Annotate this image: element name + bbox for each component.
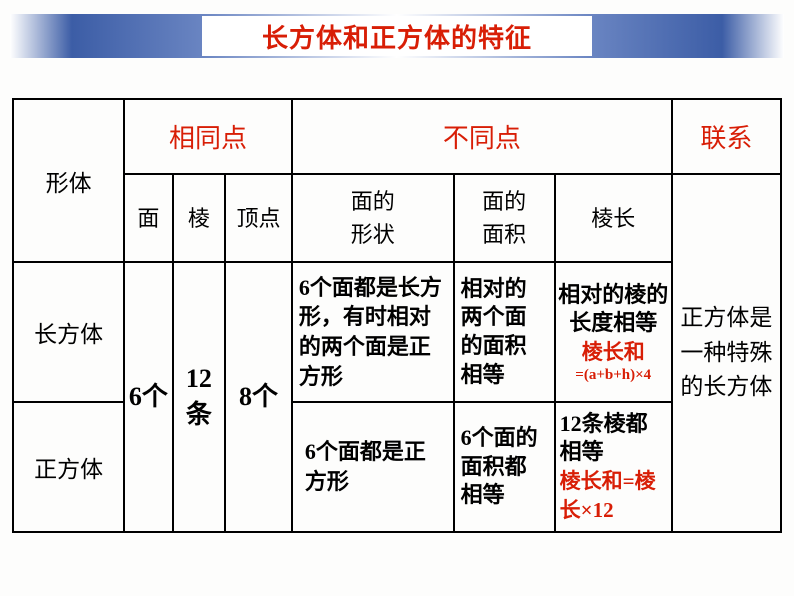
title-inner: 长方体和正方体的特征 — [202, 16, 592, 56]
hdr-face-shape-l1: 面的 — [351, 189, 395, 214]
hdr-edge-len: 棱长 — [555, 174, 672, 262]
cuboid-edge-len: 相对的棱的长度相等 棱长和 =(a+b+h)×4 — [555, 262, 672, 402]
cube-face-shape: 6个面都是正方形 — [292, 402, 454, 532]
hdr-shape: 形体 — [13, 99, 124, 262]
hdr-face-area-l2: 面积 — [482, 222, 526, 247]
comparison-table: 形体 相同点 不同点 联系 面 棱 顶点 面的 形状 面的 面积 棱长 正方体是… — [12, 98, 782, 533]
title-bar: 长方体和正方体的特征 — [10, 14, 784, 58]
cuboid-face-shape: 6个面都是长方形，有时相对的两个面是正方形 — [292, 262, 454, 402]
cube-edge-len-red: 棱长和=棱长×12 — [560, 469, 656, 522]
cuboid-label: 长方体 — [13, 262, 124, 402]
shared-edges: 12条 — [173, 262, 226, 532]
header-row-1: 形体 相同点 不同点 联系 — [13, 99, 781, 174]
hdr-face-area-l1: 面的 — [482, 189, 526, 214]
hdr-diff: 不同点 — [292, 99, 672, 174]
hdr-face-area: 面的 面积 — [454, 174, 555, 262]
hdr-face-shape: 面的 形状 — [292, 174, 454, 262]
hdr-same: 相同点 — [124, 99, 292, 174]
page-title: 长方体和正方体的特征 — [262, 18, 532, 55]
shared-faces: 6个 — [124, 262, 173, 532]
hdr-face: 面 — [124, 174, 173, 262]
header-row-2: 面 棱 顶点 面的 形状 面的 面积 棱长 正方体是一种特殊的长方体 — [13, 174, 781, 262]
cube-face-area: 6个面的面积都相等 — [454, 402, 555, 532]
shared-vertices: 8个 — [225, 262, 292, 532]
hdr-relation: 联系 — [672, 99, 781, 174]
hdr-vertex: 顶点 — [225, 174, 292, 262]
cube-edge-len: 12条棱都相等 棱长和=棱长×12 — [555, 402, 672, 532]
relation-cell: 正方体是一种特殊的长方体 — [672, 174, 781, 532]
cuboid-edge-len-black: 相对的棱的长度相等 — [558, 282, 668, 336]
cube-label: 正方体 — [13, 402, 124, 532]
hdr-face-shape-l2: 形状 — [351, 222, 395, 247]
comparison-table-wrap: 形体 相同点 不同点 联系 面 棱 顶点 面的 形状 面的 面积 棱长 正方体是… — [12, 98, 782, 533]
cuboid-edge-len-red2: =(a+b+h)×4 — [558, 367, 669, 384]
hdr-edge: 棱 — [173, 174, 226, 262]
cuboid-edge-len-red1: 棱长和 — [582, 340, 645, 364]
cuboid-face-area: 相对的两个面的面积相等 — [454, 262, 555, 402]
cuboid-row: 长方体 6个 12条 8个 6个面都是长方形，有时相对的两个面是正方形 相对的两… — [13, 262, 781, 402]
cube-edge-len-black: 12条棱都相等 — [560, 411, 648, 465]
